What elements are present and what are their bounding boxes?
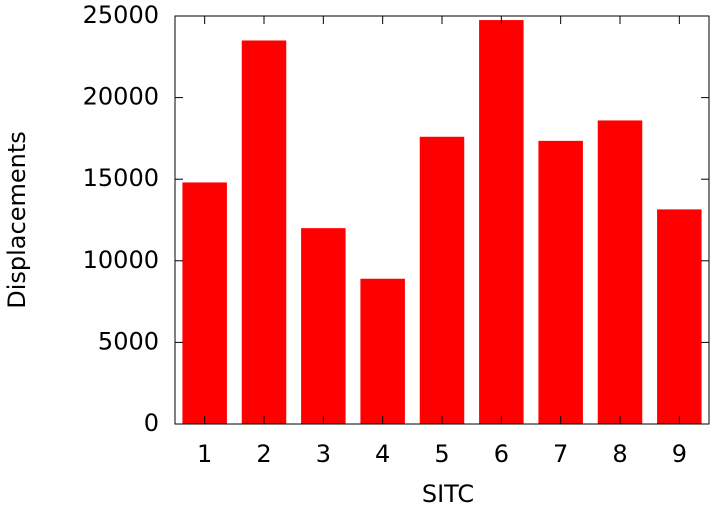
y-tick-label: 25000 <box>83 1 159 29</box>
x-tick-label: 3 <box>316 440 331 468</box>
bar <box>419 136 465 424</box>
y-tick-label: 20000 <box>83 83 159 111</box>
bar <box>597 120 643 424</box>
y-tick-label: 10000 <box>83 246 159 274</box>
x-tick-label: 5 <box>434 440 449 468</box>
y-tick-label: 0 <box>144 409 159 437</box>
x-tick-label: 7 <box>553 440 568 468</box>
x-tick-label: 2 <box>256 440 271 468</box>
y-tick-label: 5000 <box>98 327 159 355</box>
x-tick-label: 9 <box>672 440 687 468</box>
bar <box>241 40 287 424</box>
x-tick-label: 6 <box>494 440 509 468</box>
bar <box>360 278 405 424</box>
bar <box>479 20 524 425</box>
bar <box>538 140 583 424</box>
bar <box>182 182 227 424</box>
bar <box>657 209 702 424</box>
y-axis-label: Displacements <box>3 131 31 309</box>
x-tick-label: 8 <box>612 440 627 468</box>
bar <box>301 228 346 424</box>
plot-frame <box>174 15 710 425</box>
x-tick-label: 1 <box>197 440 212 468</box>
x-axis-label: SITC <box>422 480 474 508</box>
y-tick-label: 15000 <box>83 164 159 192</box>
x-tick-label: 4 <box>375 440 390 468</box>
